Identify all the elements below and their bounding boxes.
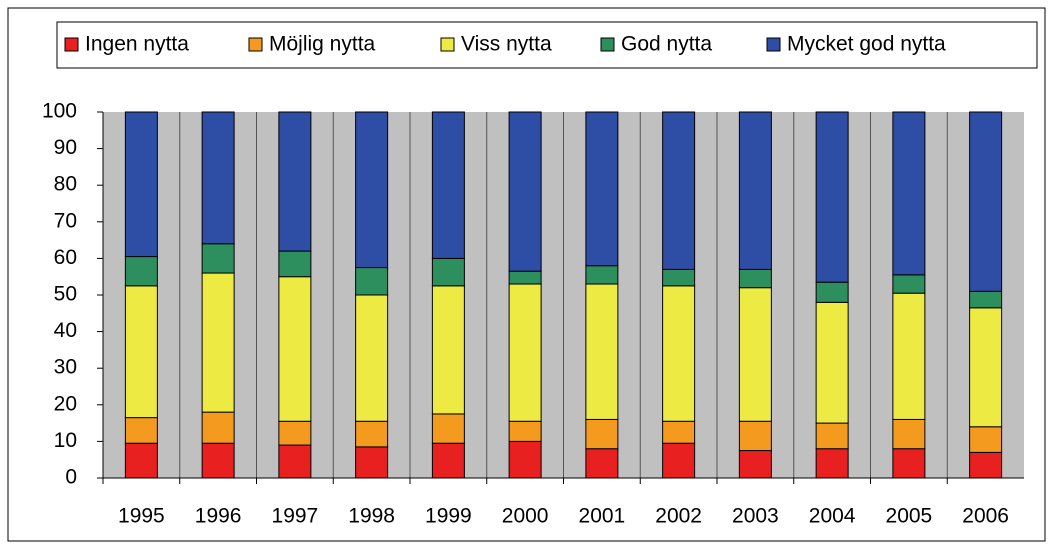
bar-segment (508, 440, 542, 479)
legend-swatch (248, 37, 263, 52)
legend-label: Mycket god nytta (787, 33, 946, 56)
bar-segment (355, 111, 389, 269)
bar-segment (201, 442, 235, 479)
bar-segment (815, 111, 849, 283)
bar-segment (201, 111, 235, 245)
bar-segment (662, 420, 696, 444)
bar-segment (738, 111, 772, 270)
bar-segment (355, 294, 389, 422)
bar-segment (124, 111, 158, 258)
bar-segment (815, 448, 849, 479)
x-tick-label: 2004 (809, 505, 856, 528)
bar-segment (508, 420, 542, 442)
y-tick-label: 100 (42, 100, 77, 123)
bar-segment (201, 411, 235, 444)
x-tick-label: 1997 (272, 505, 319, 528)
y-tick-label: 10 (54, 429, 77, 452)
bar-segment (124, 285, 158, 419)
bar-segment (662, 285, 696, 422)
legend-swatch (766, 37, 781, 52)
bar-segment (738, 420, 772, 452)
x-tick-label: 1995 (118, 505, 165, 528)
y-tick-label: 90 (54, 136, 77, 159)
bar-segment (124, 256, 158, 287)
bar-segment (969, 451, 1003, 479)
x-tick-label: 2000 (502, 505, 549, 528)
y-tick-label: 80 (54, 173, 77, 196)
bar-segment (969, 426, 1003, 453)
bar-segment (892, 448, 926, 479)
legend-label: God nytta (621, 33, 712, 56)
y-tick-label: 70 (54, 209, 77, 232)
bar-segment (892, 418, 926, 450)
bar-segment (508, 111, 542, 272)
bar-segment (278, 444, 312, 479)
legend-label: Ingen nytta (85, 33, 189, 56)
bar-segment (278, 420, 312, 446)
x-tick-label: 2006 (962, 505, 1009, 528)
legend-label: Möjlig nytta (269, 33, 376, 56)
x-tick-label: 1999 (425, 505, 472, 528)
bar-segment (738, 287, 772, 422)
bar-segment (585, 265, 619, 285)
x-tick-label: 2005 (886, 505, 933, 528)
x-tick-label: 2002 (655, 505, 702, 528)
y-tick-label: 30 (54, 356, 77, 379)
bar-segment (892, 274, 926, 294)
bar-segment (738, 268, 772, 289)
bar-segment (431, 442, 465, 479)
legend-label: Viss nytta (461, 33, 552, 56)
bar-segment (124, 417, 158, 444)
bar-segment (892, 111, 926, 276)
bar-segment (278, 111, 312, 252)
bar-segment (585, 111, 619, 267)
bar-segment (585, 418, 619, 450)
legend-swatch (600, 37, 615, 52)
bar-segment (815, 301, 849, 424)
bar-segment (431, 111, 465, 259)
y-tick-label: 0 (65, 466, 77, 489)
bar-segment (431, 285, 465, 415)
bar-segment (969, 307, 1003, 428)
y-tick-label: 50 (54, 283, 77, 306)
bar-segment (815, 422, 849, 450)
x-tick-label: 1998 (348, 505, 395, 528)
bar-segment (278, 276, 312, 422)
x-tick-label: 2003 (732, 505, 779, 528)
bar-segment (278, 250, 312, 278)
bar-segment (585, 283, 619, 420)
bar-segment (969, 111, 1003, 292)
bar-segment (585, 448, 619, 479)
bar-segment (662, 111, 696, 270)
bar-segment (892, 292, 926, 420)
bar-segment (969, 290, 1003, 309)
bar-segment (201, 243, 235, 274)
bar-segment (738, 450, 772, 479)
bar-segment (201, 272, 235, 413)
bar-segment (355, 420, 389, 448)
x-tick-label: 1996 (195, 505, 242, 528)
legend-swatch (64, 37, 79, 52)
legend-swatch (440, 37, 455, 52)
bar-segment (508, 270, 542, 285)
bar-segment (815, 281, 849, 303)
x-tick-label: 2001 (579, 505, 626, 528)
bar-segment (355, 267, 389, 296)
bar-segment (431, 257, 465, 287)
y-tick-label: 20 (54, 392, 77, 415)
bar-segment (431, 413, 465, 444)
bar-segment (508, 283, 542, 422)
bar-segment (662, 442, 696, 479)
bar-segment (355, 446, 389, 479)
legend-box (56, 21, 1038, 69)
bar-segment (662, 268, 696, 287)
y-tick-label: 40 (54, 319, 77, 342)
y-tick-label: 60 (54, 246, 77, 269)
bar-segment (124, 442, 158, 479)
